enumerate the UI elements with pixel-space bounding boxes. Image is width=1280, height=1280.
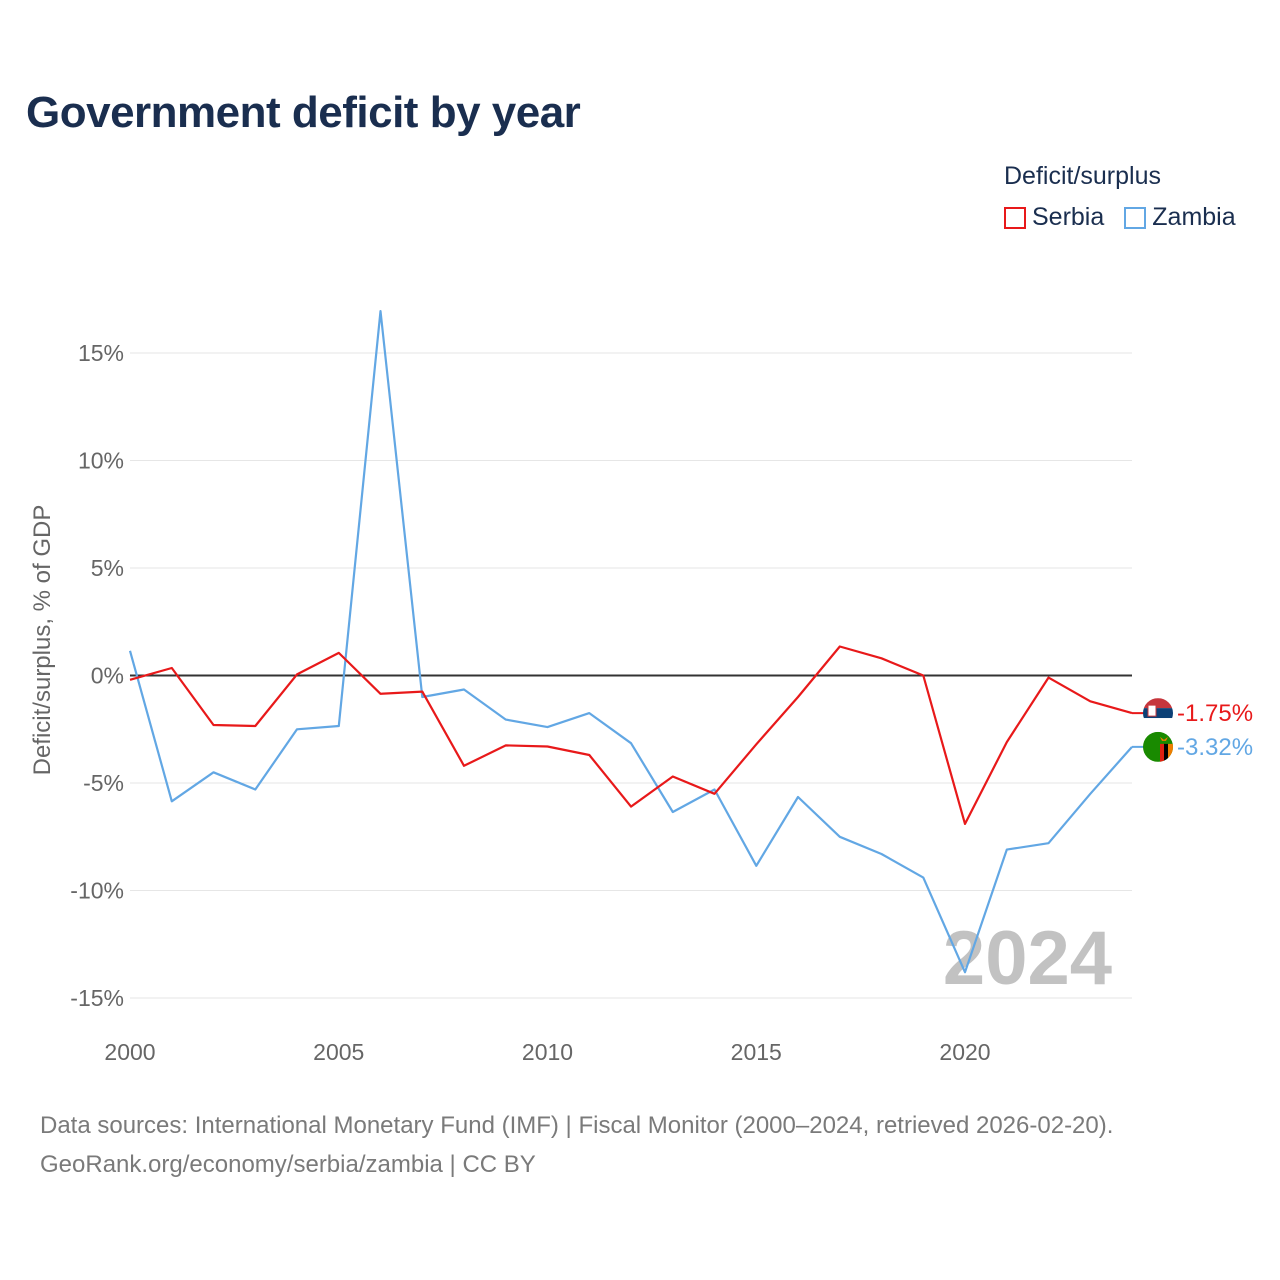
footer-attribution[interactable]: GeoRank.org/economy/serbia/zambia | CC B… — [40, 1151, 536, 1178]
legend-label-serbia: Serbia — [1032, 203, 1105, 231]
series-lines — [128, 310, 1133, 974]
line-chart: 15%10%5%0%-5%-10%-15% 2000 2005 2010 2015 20… — [29, 310, 1253, 1065]
legend: Deficit/surplus Serbia Zambia — [1004, 162, 1236, 232]
y-axis-label: Deficit/surplus, % of GDP — [29, 505, 56, 776]
y-tick-labels: 15% 10% 5% 0% -5% -10% -15% — [70, 340, 124, 1011]
footer-sources: Data sources: International Monetary Fun… — [40, 1112, 1114, 1139]
y-tick-label: 0% — [91, 663, 124, 689]
end-value-label-zambia: -3.32% — [1177, 734, 1253, 761]
legend-title: Deficit/surplus — [1004, 162, 1161, 190]
chart-title: Government deficit by year — [26, 88, 581, 137]
footer: Data sources: International Monetary Fun… — [40, 1106, 1113, 1184]
end-value-label-serbia: -1.75% — [1177, 700, 1253, 727]
y-tick-label: -10% — [70, 878, 124, 904]
y-tick-label: 10% — [78, 448, 124, 474]
legend-swatch-serbia — [1004, 206, 1026, 229]
series-line-zambia — [128, 310, 1133, 974]
legend-label-zambia: Zambia — [1152, 203, 1236, 231]
x-tick-label: 2010 — [522, 1039, 573, 1065]
y-tick-label: 15% — [78, 340, 124, 366]
end-markers: -1.75% -3.32% — [1132, 698, 1253, 762]
x-tick-label: 2005 — [313, 1039, 364, 1065]
flag-icon-serbia — [1143, 698, 1173, 729]
legend-item-zambia[interactable]: Zambia — [1124, 203, 1236, 232]
y-tick-label: 5% — [91, 555, 124, 581]
x-tick-label: 2020 — [939, 1039, 990, 1065]
y-tick-label: -5% — [83, 770, 124, 796]
y-tick-label: -15% — [70, 985, 124, 1011]
legend-item-serbia[interactable]: Serbia — [1004, 203, 1104, 232]
flag-icon-zambia — [1143, 731, 1173, 762]
x-tick-labels: 2000 2005 2010 2015 2020 — [104, 1039, 990, 1065]
x-tick-label: 2015 — [731, 1039, 782, 1065]
legend-swatch-zambia — [1124, 206, 1147, 229]
series-line-serbia — [129, 645, 1133, 826]
x-tick-label: 2000 — [104, 1039, 155, 1065]
year-watermark: 2024 — [943, 916, 1112, 1001]
